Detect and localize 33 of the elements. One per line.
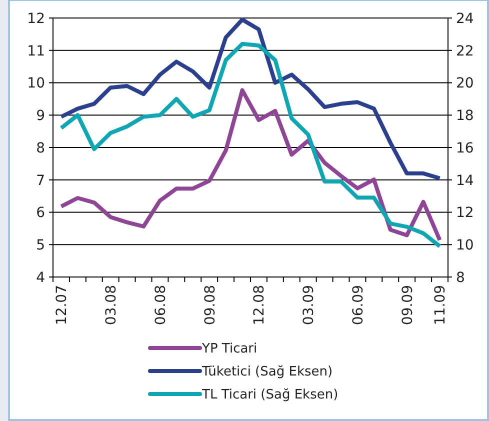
x-tick-label: 03.08: [104, 285, 120, 326]
y-tick-label: 7: [36, 172, 45, 189]
y-tick-label: 10: [27, 76, 45, 92]
y-tick-label: 9: [36, 108, 45, 124]
y-tick-label: 4: [36, 270, 46, 286]
y-tick-label: 5: [36, 238, 45, 254]
legend-label: Tüketici (Sağ Eksen): [201, 364, 333, 380]
x-tick-label: 11.09: [432, 285, 449, 326]
y2-tick-label: 18: [456, 108, 474, 124]
y-tick-label: 11: [27, 43, 45, 60]
line-series: [59, 88, 442, 242]
x-tick-label: 12.07: [54, 285, 70, 326]
y2-tick-label: 10: [456, 238, 474, 254]
y2-tick-label: 14: [456, 172, 474, 189]
y2-tick-label: 8: [456, 270, 465, 286]
y2-tick-label: 24: [456, 10, 474, 27]
legend-label: YP Ticari: [201, 342, 258, 357]
legend-label: TL Ticari (Sağ Eksen): [201, 388, 338, 403]
line-series: [59, 42, 442, 248]
x-tick-label: 03.09: [301, 285, 318, 326]
x-tick-label: 06.08: [152, 285, 169, 326]
x-tick-label: 06.09: [350, 285, 366, 326]
y-tick-label: 8: [36, 140, 45, 156]
y-tick-label: 6: [36, 205, 46, 222]
x-tick-label: 09.08: [202, 285, 218, 326]
y2-tick-label: 20: [456, 76, 474, 92]
y2-tick-label: 12: [456, 205, 474, 222]
x-tick-label: 12.08: [252, 285, 268, 326]
x-tick-label: 09.09: [400, 285, 416, 326]
line-series: [59, 18, 442, 180]
y-tick-label: 12: [27, 10, 45, 27]
y2-tick-label: 22: [456, 43, 474, 60]
y2-tick-label: 16: [456, 140, 474, 156]
